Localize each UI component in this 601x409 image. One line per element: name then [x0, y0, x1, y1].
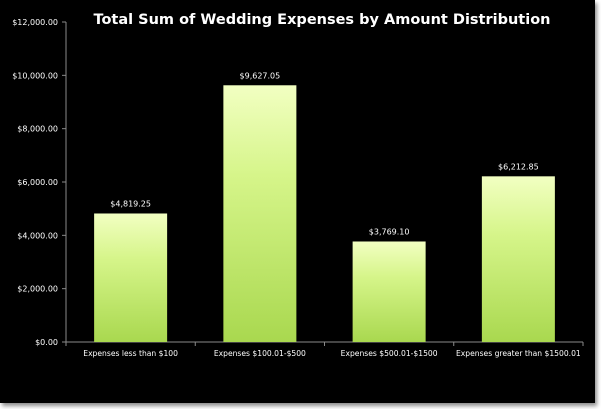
- bar: [352, 241, 426, 342]
- y-tick-label: $10,000.00: [12, 71, 58, 80]
- y-axis-ticks: $0.00 $2,000.00 $4,000.00 $6,000.00 $8,000.0…: [12, 18, 66, 347]
- data-labels: $4,819.25 $9,627.05 $3,769.10 $6,212.85: [110, 71, 538, 236]
- bar: [481, 176, 555, 342]
- bar-chart: Total Sum of Wedding Expenses by Amount …: [12, 12, 584, 358]
- y-tick-label: $12,000.00: [12, 18, 58, 27]
- y-tick-label: $4,000.00: [17, 231, 58, 240]
- bar-value-label: $4,819.25: [110, 199, 151, 208]
- x-category-label: Expenses $500.01-$1500: [341, 349, 438, 358]
- y-tick-label: $6,000.00: [17, 178, 58, 187]
- y-tick-label: $8,000.00: [17, 125, 58, 134]
- bar-value-label: $3,769.10: [369, 227, 410, 236]
- bar-value-label: $6,212.85: [498, 162, 539, 171]
- x-axis-categories: Expenses less than $100 Expenses $100.01-…: [83, 349, 581, 358]
- bar: [223, 85, 297, 343]
- y-tick-label: $0.00: [35, 338, 58, 347]
- x-category-label: Expenses greater than $1500.01: [456, 349, 581, 358]
- bar: [94, 213, 168, 342]
- y-tick-label: $2,000.00: [17, 285, 58, 294]
- chart-title: Total Sum of Wedding Expenses by Amount …: [93, 12, 550, 28]
- x-category-label: Expenses less than $100: [83, 349, 178, 358]
- x-category-label: Expenses $100.01-$500: [214, 349, 306, 358]
- bar-value-label: $9,627.05: [240, 71, 281, 80]
- bars: [94, 85, 555, 343]
